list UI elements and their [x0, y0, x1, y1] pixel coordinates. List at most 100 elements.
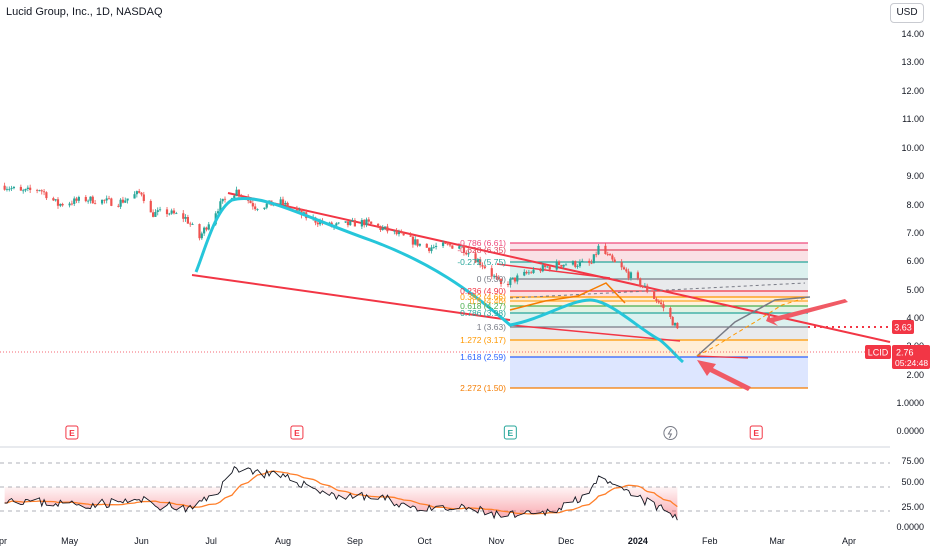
fib-zone [510, 250, 808, 262]
candle-body [513, 277, 517, 282]
candle-body [595, 254, 598, 256]
time-tick-label: May [61, 536, 79, 546]
candle-body [45, 192, 48, 199]
earnings-marker [503, 425, 517, 440]
candle-body [506, 283, 510, 285]
fib-zone [510, 327, 808, 340]
candle-body [386, 226, 389, 232]
candle-body [263, 207, 266, 210]
price-tick-label: 6.00 [906, 256, 924, 266]
candle-body [19, 186, 22, 191]
candle-body [544, 265, 547, 268]
candle-body [91, 196, 94, 204]
fib-level-label: 0.382 (4.66) [460, 292, 506, 302]
earnings-marker-label: E [753, 428, 759, 438]
candle-body [286, 202, 289, 208]
candle-body [298, 210, 301, 212]
time-tick-label: Oct [417, 536, 432, 546]
candle-body [641, 286, 644, 287]
fib-level-label: 1 (3.63) [477, 322, 506, 332]
candle-body [52, 198, 55, 201]
fib-level-label: 1.618 (2.59) [460, 352, 506, 362]
rsi-tick-label: 25.00 [901, 502, 924, 512]
candle-body [377, 223, 380, 227]
candle-body [460, 245, 463, 247]
time-axis: Apr May Jun Jul Aug Sep Oct Nov Dec 2024 Feb Mar Apr [0, 536, 856, 546]
candle-body [335, 223, 338, 226]
candle-body [576, 266, 579, 268]
last-price-label: 2.76 [896, 348, 914, 358]
candle-body [117, 205, 120, 207]
candle-body [541, 265, 544, 272]
fib-level-label: -0.272 (5.75) [457, 257, 506, 267]
countdown-label: 05:24:48 [895, 358, 928, 368]
price-tick-label: 10.00 [901, 143, 924, 153]
candle-body [669, 308, 672, 317]
fib-zone [510, 357, 808, 388]
upper-extension [496, 263, 611, 279]
candle-body [235, 189, 238, 196]
candle-body [365, 219, 368, 226]
forecast-curve-line [194, 196, 684, 364]
candle-body [26, 187, 29, 189]
candle-body [643, 285, 646, 287]
candle-body [107, 198, 111, 200]
symbol-title: Lucid Group, Inc., 1D, NASDAQ [6, 6, 163, 18]
candle-body [59, 203, 62, 206]
candle-body [38, 190, 41, 192]
candle-body [170, 210, 173, 214]
candle-body [588, 260, 591, 263]
price-tick-label: 7.00 [906, 228, 924, 238]
candle-body [539, 269, 542, 272]
earnings-marker-label: E [294, 428, 300, 438]
price-tick-label: 5.00 [906, 285, 924, 295]
candle-body [620, 262, 623, 268]
candle-body [205, 227, 208, 230]
fib-zone [510, 340, 808, 357]
arrow-up-right [766, 299, 848, 326]
candle-body [353, 220, 357, 227]
candle-body [344, 221, 347, 223]
fib-zone [510, 243, 808, 250]
candle-body [613, 259, 616, 263]
fib-zone [510, 313, 808, 327]
candle-body [483, 266, 486, 269]
candle-body [29, 187, 32, 190]
candle-body [604, 245, 607, 255]
candle-body [653, 291, 656, 299]
candle-body [516, 275, 519, 282]
candle-body [560, 265, 563, 267]
price-tick-label: 0.0000 [896, 426, 924, 436]
channel-lower [191, 274, 511, 321]
plot-background [0, 0, 890, 532]
price-tick-label: 2.00 [906, 370, 924, 380]
fib-level-label: -0.786 (6.61) [457, 238, 506, 248]
candle-body [156, 210, 159, 213]
candle-body [676, 322, 679, 329]
time-tick-label: Jul [205, 536, 217, 546]
candle-body [56, 199, 60, 206]
time-tick-label: 2024 [628, 536, 648, 546]
candle-body [316, 222, 319, 225]
price-axis: 14.00 13.00 12.00 11.00 10.00 9.00 8.00 7.00 6.0… [896, 29, 924, 436]
candle-body [655, 298, 658, 301]
forecast-dash [509, 282, 806, 299]
candle-body [490, 268, 493, 277]
candle-body [446, 243, 449, 245]
fib-level-label: 0.786 (3.98) [460, 308, 506, 318]
candle-body [138, 191, 141, 193]
candle-body [84, 197, 87, 202]
time-tick-label: Mar [769, 536, 785, 546]
candle-body [425, 243, 428, 248]
grid-layer [0, 0, 890, 532]
candle-body [186, 217, 189, 224]
candle-body [441, 242, 445, 246]
candle-body [70, 203, 74, 205]
candle-body [379, 226, 382, 230]
candle-body [395, 230, 398, 235]
candle-body [562, 264, 565, 267]
time-tick-label: Sep [347, 536, 363, 546]
candle-body [557, 261, 561, 266]
currency-button[interactable]: USD [890, 3, 924, 23]
